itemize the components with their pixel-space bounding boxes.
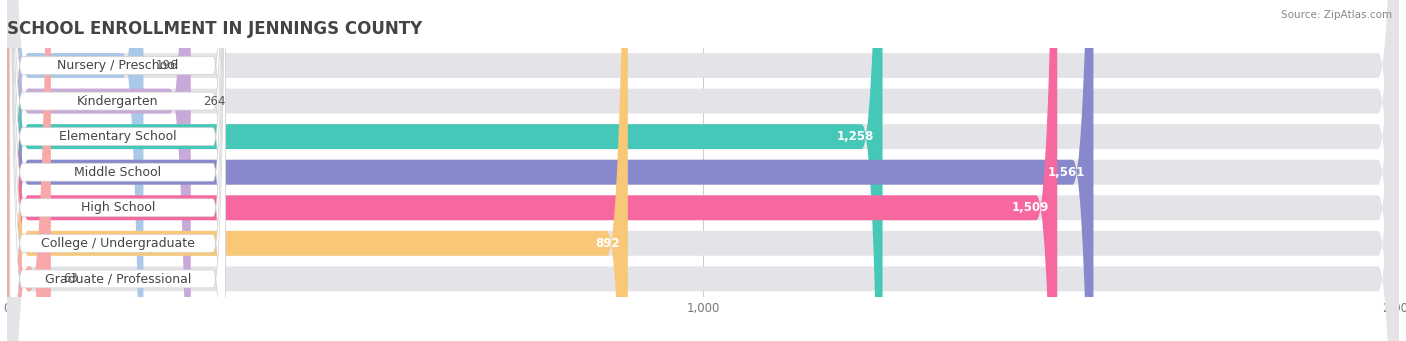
FancyBboxPatch shape	[10, 0, 225, 341]
FancyBboxPatch shape	[10, 0, 225, 341]
Text: 1,258: 1,258	[837, 130, 875, 143]
Text: 1,509: 1,509	[1011, 201, 1049, 214]
Text: SCHOOL ENROLLMENT IN JENNINGS COUNTY: SCHOOL ENROLLMENT IN JENNINGS COUNTY	[7, 20, 422, 38]
Text: 196: 196	[156, 59, 179, 72]
Text: Elementary School: Elementary School	[59, 130, 177, 143]
Text: 63: 63	[63, 272, 79, 285]
FancyBboxPatch shape	[10, 0, 225, 341]
FancyBboxPatch shape	[7, 0, 1399, 341]
FancyBboxPatch shape	[7, 0, 1399, 341]
FancyBboxPatch shape	[7, 0, 191, 341]
Text: 892: 892	[595, 237, 620, 250]
FancyBboxPatch shape	[10, 0, 225, 341]
FancyBboxPatch shape	[10, 0, 225, 341]
Text: 1,561: 1,561	[1047, 166, 1085, 179]
Text: Nursery / Preschool: Nursery / Preschool	[58, 59, 179, 72]
FancyBboxPatch shape	[7, 0, 1399, 341]
Text: Source: ZipAtlas.com: Source: ZipAtlas.com	[1281, 10, 1392, 20]
Text: 264: 264	[204, 94, 226, 107]
FancyBboxPatch shape	[7, 0, 1399, 341]
FancyBboxPatch shape	[7, 0, 1057, 341]
Text: College / Undergraduate: College / Undergraduate	[41, 237, 194, 250]
FancyBboxPatch shape	[7, 0, 883, 341]
FancyBboxPatch shape	[7, 0, 1094, 341]
FancyBboxPatch shape	[10, 0, 225, 341]
Text: Graduate / Professional: Graduate / Professional	[45, 272, 191, 285]
FancyBboxPatch shape	[7, 0, 51, 341]
FancyBboxPatch shape	[7, 0, 628, 341]
FancyBboxPatch shape	[7, 0, 1399, 341]
Text: Kindergarten: Kindergarten	[77, 94, 159, 107]
Text: Middle School: Middle School	[75, 166, 162, 179]
Text: High School: High School	[80, 201, 155, 214]
FancyBboxPatch shape	[7, 0, 1399, 341]
FancyBboxPatch shape	[7, 0, 143, 341]
FancyBboxPatch shape	[10, 0, 225, 341]
FancyBboxPatch shape	[7, 0, 1399, 341]
